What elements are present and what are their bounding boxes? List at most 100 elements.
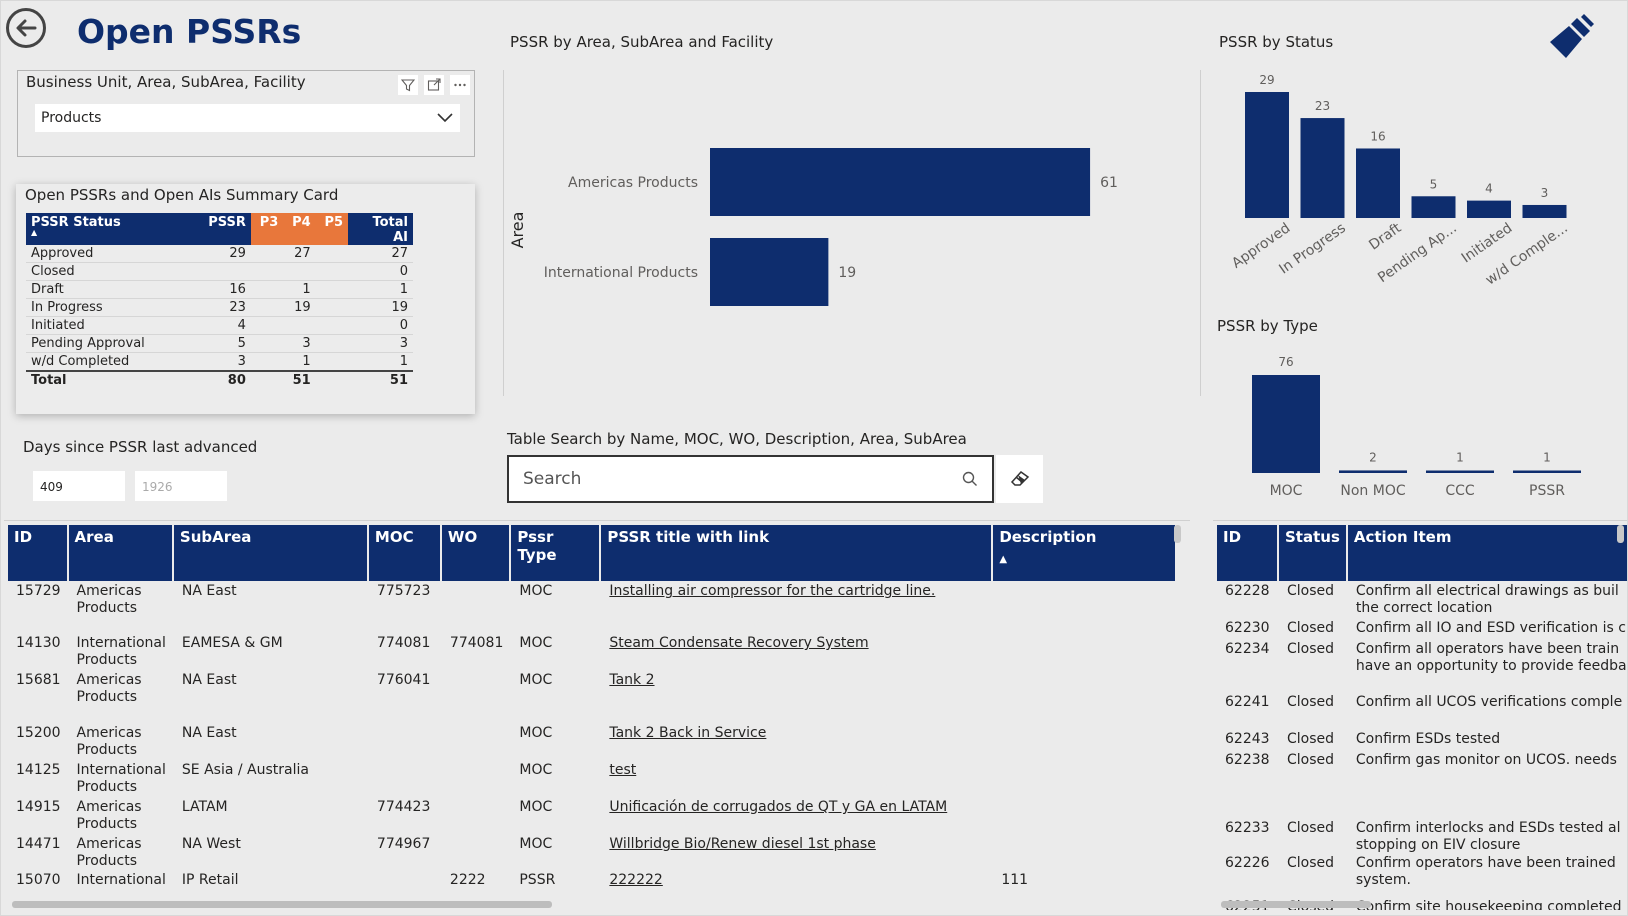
col-p5[interactable]: P5 bbox=[315, 213, 349, 245]
type-chart[interactable]: 76 MOC 2 Non MOC 1 CCC 1 PSSR bbox=[1212, 345, 1612, 505]
ai-cell-item: Confirm all IO and ESD verification is c bbox=[1348, 618, 1627, 639]
table-row[interactable]: 14125 International Products SE Asia / Aus… bbox=[8, 760, 1175, 797]
ai-horizontal-scrollbar[interactable] bbox=[1221, 901, 1371, 908]
pssr-title-link[interactable]: Unificación de corrugados de QT y GA en … bbox=[609, 799, 948, 815]
table-cell-desc bbox=[993, 723, 1175, 760]
col-ai-id[interactable]: ID bbox=[1217, 525, 1279, 581]
data-label: 3 bbox=[1541, 186, 1549, 200]
summary-cell-p5 bbox=[315, 262, 349, 281]
col-pssr-type[interactable]: Pssr Type bbox=[511, 525, 602, 581]
pssr-title-link[interactable]: Tank 2 Back in Service bbox=[609, 725, 767, 741]
data-label: 2 bbox=[1369, 450, 1377, 464]
summary-row[interactable]: Closed 0 bbox=[26, 262, 413, 281]
pssr-title-link[interactable]: Installing air compressor for the cartri… bbox=[609, 583, 936, 599]
table-cell-title[interactable]: 222222 bbox=[601, 870, 993, 890]
summary-cell-p3 bbox=[250, 262, 284, 281]
ai-row[interactable]: 62230 Closed Confirm all IO and ESD verifi… bbox=[1217, 618, 1627, 639]
summary-row[interactable]: w/d Completed 3 1 1 bbox=[26, 352, 413, 372]
pssr-title-link[interactable]: Willbridge Bio/Renew diesel 1st phase bbox=[609, 836, 876, 852]
search-icon[interactable] bbox=[962, 471, 978, 487]
col-area[interactable]: Area bbox=[68, 525, 174, 581]
pssr-title-link[interactable]: test bbox=[609, 762, 637, 778]
col-moc[interactable]: MOC bbox=[368, 525, 442, 581]
table-cell-area: International Products bbox=[76, 635, 166, 668]
ai-row[interactable]: 62228 Closed Confirm all electrical drawin… bbox=[1217, 581, 1627, 618]
area-chart[interactable]: Area Americas Products 61 International Pro… bbox=[505, 60, 1185, 390]
table-cell-area: Americas Products bbox=[76, 836, 142, 869]
vertical-scrollbar[interactable] bbox=[1174, 525, 1181, 543]
ai-cell-item: Confirm gas monitor on UCOS. needs bbox=[1348, 750, 1627, 818]
search-input[interactable] bbox=[523, 469, 923, 489]
table-cell-desc bbox=[993, 581, 1175, 633]
filter-icon[interactable] bbox=[398, 75, 418, 95]
table-row[interactable]: 14130 International Products EAMESA & GM 77… bbox=[8, 633, 1175, 670]
col-pssr-title[interactable]: PSSR title with link bbox=[601, 525, 994, 581]
table-cell-title[interactable]: Willbridge Bio/Renew diesel 1st phase bbox=[601, 834, 993, 870]
back-button[interactable] bbox=[6, 8, 46, 48]
ai-row[interactable]: 62241 Closed Confirm all UCOS verification… bbox=[1217, 692, 1627, 729]
table-row[interactable]: 15729 Americas Products NA East 775723 MOC In… bbox=[8, 581, 1175, 633]
bar bbox=[1522, 204, 1567, 218]
category-label: International Products bbox=[544, 265, 698, 281]
col-pssr[interactable]: PSSR bbox=[200, 213, 251, 245]
clear-search-button[interactable] bbox=[996, 455, 1043, 503]
table-row[interactable]: 15681 Americas Products NA East 776041 MOC Ta… bbox=[8, 670, 1175, 723]
back-arrow-icon bbox=[16, 19, 37, 37]
summary-row[interactable]: In Progress 23 19 19 bbox=[26, 298, 413, 317]
slicer-dropdown[interactable]: Products bbox=[35, 104, 460, 132]
summary-cell-p3 bbox=[250, 245, 284, 263]
col-wo[interactable]: WO bbox=[441, 525, 512, 581]
table-row[interactable]: 14471 Americas Products NA West 774967 MOC Wi… bbox=[8, 834, 1175, 870]
ai-row[interactable]: 62234 Closed Confirm all operators have be… bbox=[1217, 639, 1627, 692]
horizontal-scrollbar[interactable] bbox=[12, 901, 552, 908]
pssr-title-link[interactable]: Steam Condensate Recovery System bbox=[609, 635, 869, 651]
col-description[interactable]: Description ▲ bbox=[993, 525, 1176, 581]
ai-row[interactable]: 62233 Closed Confirm interlocks and ESDs t… bbox=[1217, 818, 1627, 853]
paint-brush-icon[interactable] bbox=[1544, 12, 1596, 64]
summary-cell-p5 bbox=[315, 280, 349, 299]
ai-vertical-scrollbar[interactable] bbox=[1617, 525, 1624, 543]
ai-cell-id: 62230 bbox=[1225, 620, 1270, 636]
table-cell-title[interactable]: Installing air compressor for the cartri… bbox=[601, 581, 993, 633]
summary-row[interactable]: Draft 16 1 1 bbox=[26, 280, 413, 299]
ai-cell-item: Confirm all operators have been train hav… bbox=[1348, 639, 1627, 692]
table-row[interactable]: 15070 International IP Retail 2222 PSSR 22222… bbox=[8, 870, 1175, 890]
ai-row[interactable]: 62226 Closed Confirm operators have been t… bbox=[1217, 853, 1627, 897]
ai-row[interactable]: 62243 Closed Confirm ESDs tested bbox=[1217, 729, 1627, 750]
days-min-input[interactable]: 409 bbox=[33, 471, 125, 501]
data-label: 1 bbox=[1543, 451, 1551, 465]
summary-cell-status: Approved bbox=[26, 245, 201, 263]
table-cell-title[interactable]: Steam Condensate Recovery System bbox=[601, 633, 993, 670]
summary-row[interactable]: Initiated 4 0 bbox=[26, 316, 413, 335]
summary-row[interactable]: Approved 29 27 27 bbox=[26, 245, 413, 263]
table-cell-title[interactable]: test bbox=[601, 760, 993, 797]
summary-total-row[interactable]: Total 80 51 51 bbox=[26, 370, 413, 389]
col-p3[interactable]: P3 bbox=[250, 213, 284, 245]
focus-mode-icon[interactable] bbox=[424, 75, 444, 95]
col-p4[interactable]: P4 bbox=[283, 213, 316, 245]
table-cell-title[interactable]: Tank 2 bbox=[601, 670, 993, 723]
bar bbox=[1252, 375, 1320, 473]
days-max-input[interactable]: 1926 bbox=[135, 471, 227, 501]
table-cell-wo bbox=[442, 670, 511, 723]
table-cell-title[interactable]: Tank 2 Back in Service bbox=[601, 723, 993, 760]
ai-row[interactable]: 62238 Closed Confirm gas monitor on UCOS. … bbox=[1217, 750, 1627, 818]
action-item-panel: ID Status Action Item 62228 Closed Confirm… bbox=[1213, 520, 1627, 910]
table-cell-subarea: IP Retail bbox=[181, 872, 239, 888]
ai-item-line: Confirm gas monitor on UCOS. needs bbox=[1355, 752, 1617, 768]
col-subarea[interactable]: SubArea bbox=[173, 525, 369, 581]
table-cell-title[interactable]: Unificación de corrugados de QT y GA en … bbox=[601, 797, 993, 834]
col-pssr-status[interactable]: PSSR Status ▲ bbox=[26, 213, 201, 245]
col-total-ai[interactable]: Total AI bbox=[348, 213, 413, 245]
table-row[interactable]: 14915 Americas Products LATAM 774423 MOC Unif… bbox=[8, 797, 1175, 834]
table-row[interactable]: 15200 Americas Products NA East MOC Tank 2 B… bbox=[8, 723, 1175, 760]
summary-row[interactable]: Pending Approval 5 3 3 bbox=[26, 334, 413, 353]
col-action-item[interactable]: Action Item bbox=[1347, 525, 1627, 581]
col-id[interactable]: ID bbox=[8, 525, 69, 581]
bar bbox=[1426, 470, 1494, 473]
pssr-title-link[interactable]: 222222 bbox=[609, 872, 663, 888]
pssr-title-link[interactable]: Tank 2 bbox=[609, 672, 655, 688]
col-ai-status[interactable]: Status bbox=[1279, 525, 1348, 581]
more-options-icon[interactable] bbox=[450, 75, 470, 95]
